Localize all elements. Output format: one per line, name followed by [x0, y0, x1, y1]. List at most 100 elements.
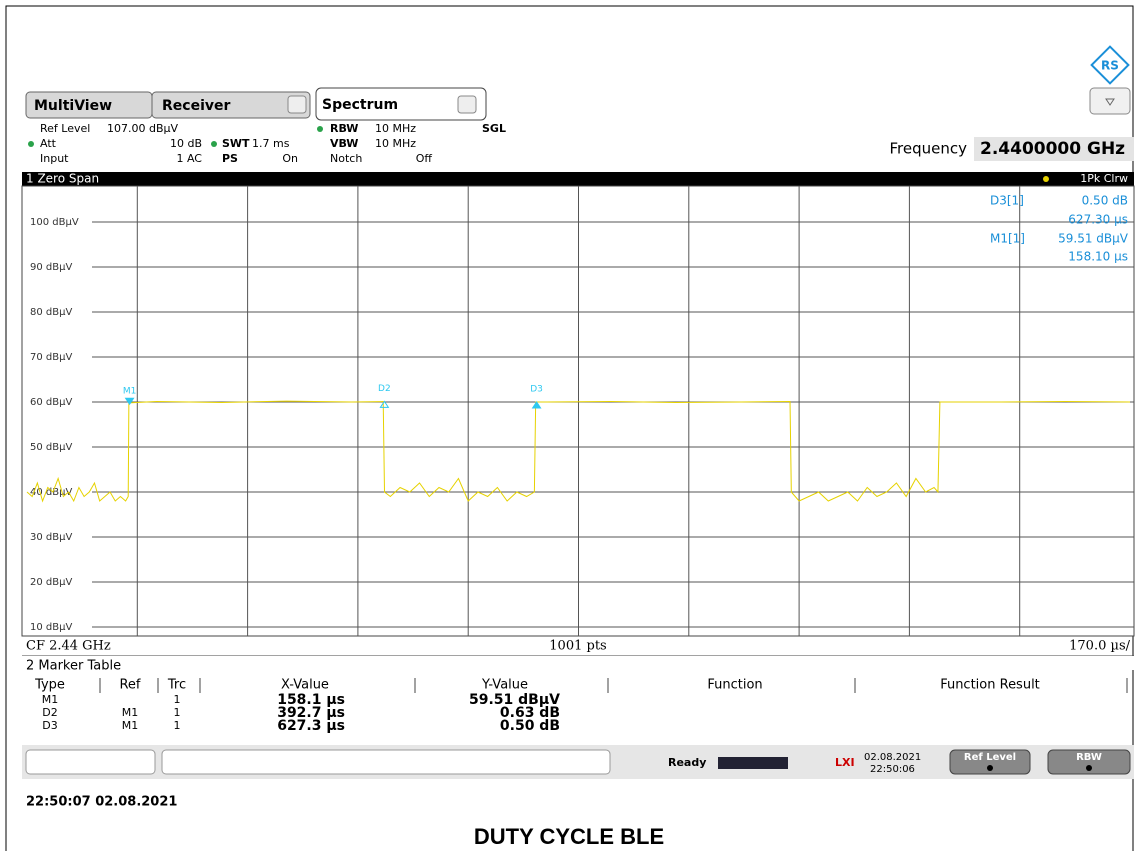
y-tick-label: 50 dBµV — [30, 442, 72, 453]
marker — [124, 397, 135, 406]
button[interactable] — [1047, 749, 1131, 775]
table-header-bar — [22, 656, 1134, 670]
plot-footer: CF 2.44 GHz — [26, 639, 111, 654]
trace-label: 1Pk Clrw — [1080, 172, 1128, 185]
tab[interactable] — [315, 87, 487, 121]
setting-value: 1 AC — [176, 152, 202, 165]
y-tick-label: 80 dBµV — [30, 307, 72, 318]
marker-readout: D3[1] — [990, 194, 1024, 208]
marker-readout: 627.30 µs — [1068, 213, 1128, 227]
status-date: 02.08.2021 — [864, 752, 921, 763]
y-tick-label: 10 dBµV — [30, 622, 72, 633]
status-state: Ready — [668, 756, 706, 769]
lxi-icon: LXI — [835, 756, 855, 769]
table-cell: 0.50 dB — [500, 718, 560, 734]
marker-readout: 0.50 dB — [1082, 194, 1128, 208]
button-label[interactable]: RBW — [1076, 752, 1102, 763]
column-header: X-Value — [281, 678, 329, 693]
timestamp: 22:50:07 02.08.2021 — [26, 795, 177, 810]
plot-header — [22, 172, 1134, 186]
indicator — [28, 141, 34, 147]
column-header: Trc — [167, 678, 186, 693]
trace — [26, 400, 1131, 503]
marker — [379, 400, 390, 408]
tab-label[interactable]: Spectrum — [322, 97, 398, 113]
button-label[interactable]: Ref Level — [964, 752, 1016, 763]
setting-value: On — [282, 152, 298, 165]
close-icon[interactable] — [457, 95, 477, 114]
table-cell: M1 — [122, 719, 139, 732]
setting-value: 10 MHz — [375, 122, 416, 135]
table-cell: 0.63 dB — [500, 705, 560, 721]
y-tick-label: 60 dBµV — [30, 397, 72, 408]
y-tick-label: 40 dBµV — [30, 487, 72, 498]
marker-label: D3 — [530, 384, 543, 394]
sweep-mode: SGL — [482, 122, 506, 135]
tab-label[interactable]: Receiver — [162, 98, 230, 114]
y-tick-label: 20 dBµV — [30, 577, 72, 588]
column-header: Type — [34, 678, 65, 693]
status-time: 22:50:06 — [870, 764, 915, 775]
table-cell: 627.3 µs — [277, 718, 345, 734]
input-box[interactable] — [161, 749, 611, 775]
marker-label: M1 — [123, 387, 137, 397]
table-cell: 1 — [174, 719, 181, 732]
marker-readout: 158.10 µs — [1068, 250, 1128, 264]
frequency-box[interactable] — [974, 137, 1134, 161]
plot-footer: 1001 pts — [549, 639, 606, 654]
column-header: Y-Value — [481, 678, 528, 693]
setting-label: Notch — [330, 152, 362, 165]
setting-value: 10 dB — [170, 137, 202, 150]
marker-label: D2 — [378, 384, 391, 394]
setting-label: VBW — [330, 137, 358, 150]
table-title: 2 Marker Table — [26, 659, 121, 674]
input-box[interactable] — [25, 749, 156, 775]
setting-value: 107.00 dBµV — [107, 122, 179, 135]
column-header: Function — [707, 678, 762, 693]
table-cell: D2 — [42, 706, 57, 719]
marker-readout: 59.51 dBµV — [1058, 232, 1129, 246]
button[interactable] — [949, 749, 1031, 775]
logo: RS — [1090, 45, 1130, 85]
setting-value: Off — [416, 152, 433, 165]
table-cell: M1 — [42, 693, 59, 706]
indicator — [211, 141, 217, 147]
table-cell: 158.1 µs — [277, 692, 345, 708]
dropdown[interactable] — [1089, 87, 1131, 115]
setting-value: 1.7 ms — [252, 137, 290, 150]
progress — [718, 757, 788, 769]
frequency-value[interactable]: 2.4400000 GHz — [980, 139, 1125, 159]
table-cell: 59.51 dBµV — [469, 692, 560, 708]
button-dot — [1086, 765, 1092, 771]
table-cell: 1 — [174, 706, 181, 719]
table-cell: 392.7 µs — [277, 705, 345, 721]
setting-label: PS — [222, 152, 238, 165]
caption: DUTY CYCLE BLE — [474, 824, 664, 849]
setting-label: SWT — [222, 137, 250, 150]
setting-label: RBW — [330, 122, 358, 135]
dropdown-arrow — [1105, 98, 1115, 106]
y-tick-label: 90 dBµV — [30, 262, 72, 273]
indicator — [317, 126, 323, 132]
plot-footer: 170.0 µs/ — [1069, 639, 1130, 654]
tab-label[interactable]: MultiView — [34, 98, 112, 114]
table-cell: M1 — [122, 706, 139, 719]
setting-label: Att — [40, 137, 57, 150]
setting-value: 10 MHz — [375, 137, 416, 150]
y-tick-label: 30 dBµV — [30, 532, 72, 543]
setting-label: Input — [40, 152, 69, 165]
close-icon[interactable] — [287, 95, 307, 114]
svg-text:RS: RS — [1101, 59, 1119, 73]
y-tick-label: 100 dBµV — [30, 217, 79, 228]
y-tick-label: 70 dBµV — [30, 352, 72, 363]
table-cell: 1 — [174, 693, 181, 706]
column-header: Ref — [119, 678, 140, 693]
plot-title: 1 Zero Span — [26, 172, 99, 186]
tab[interactable] — [151, 91, 311, 119]
column-header: Function Result — [940, 678, 1040, 693]
marker-readout: M1[1] — [990, 232, 1025, 246]
setting-label: Ref Level — [40, 122, 90, 135]
trace-indicator — [1043, 176, 1049, 182]
